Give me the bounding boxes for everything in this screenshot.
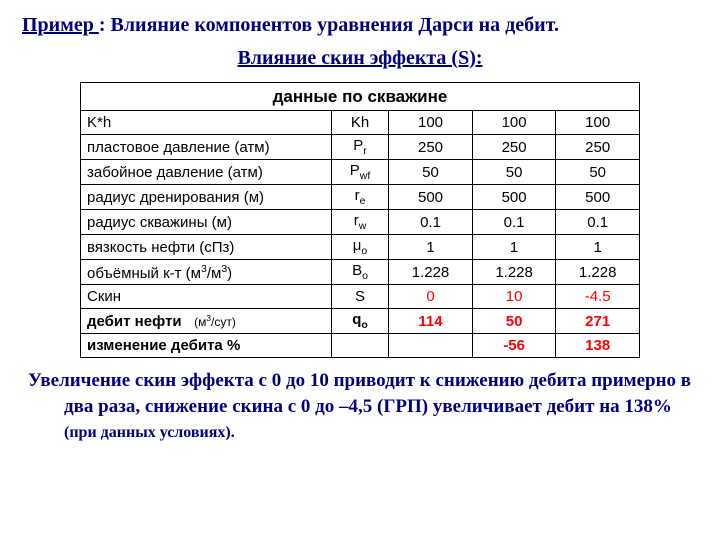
table-row: пластовое давление (атм)Pr250250250 — [81, 135, 640, 160]
row-label: изменение дебита % — [81, 334, 332, 358]
row-value: 50 — [389, 160, 473, 185]
row-value: 50 — [472, 309, 556, 334]
row-symbol: μo — [331, 235, 388, 260]
row-symbol: Pwf — [331, 160, 388, 185]
row-symbol: rw — [331, 210, 388, 235]
row-label: объёмный к-т (м3/м3) — [81, 260, 332, 285]
row-value: 0.1 — [472, 210, 556, 235]
title-example-label: Пример — [22, 14, 99, 36]
row-value: 50 — [472, 160, 556, 185]
row-symbol: re — [331, 185, 388, 210]
row-value: -4.5 — [556, 285, 640, 309]
table-row: объёмный к-т (м3/м3)Bo1.2281.2281.228 — [81, 260, 640, 285]
row-value: 271 — [556, 309, 640, 334]
row-value: 0.1 — [556, 210, 640, 235]
conclusion-tail: (при данных условиях). — [64, 424, 235, 441]
table-row: изменение дебита % -56138 — [81, 334, 640, 358]
row-symbol: Pr — [331, 135, 388, 160]
well-data-table: данные по скважине K*hKh100100100пластов… — [80, 82, 640, 358]
row-value: 500 — [472, 185, 556, 210]
row-value — [389, 334, 473, 358]
row-value: 50 — [556, 160, 640, 185]
row-label: Скин — [81, 285, 332, 309]
table-row: забойное давление (атм)Pwf505050 — [81, 160, 640, 185]
row-value: -56 — [472, 334, 556, 358]
conclusion-main: Увеличение скин эффекта с 0 до 10 привод… — [28, 370, 691, 417]
table-row: K*hKh100100100 — [81, 111, 640, 135]
row-label: K*h — [81, 111, 332, 135]
table-row: вязкость нефти (сПз)μo111 — [81, 235, 640, 260]
row-value: 0 — [389, 285, 473, 309]
row-value: 100 — [389, 111, 473, 135]
table-row: дебит нефти (м3/сут)qo11450271 — [81, 309, 640, 334]
row-value: 1.228 — [556, 260, 640, 285]
row-label: забойное давление (атм) — [81, 160, 332, 185]
row-value: 1 — [472, 235, 556, 260]
row-label: пластовое давление (атм) — [81, 135, 332, 160]
well-data-table-wrap: данные по скважине K*hKh100100100пластов… — [80, 82, 640, 358]
row-value: 1.228 — [389, 260, 473, 285]
page-title: Пример : Влияние компонентов уравнения Д… — [22, 14, 698, 37]
row-value: 250 — [556, 135, 640, 160]
row-label: дебит нефти (м3/сут) — [81, 309, 332, 334]
row-value: 500 — [389, 185, 473, 210]
title-rest: : Влияние компонентов уравнения Дарси на… — [99, 14, 559, 36]
table-body: K*hKh100100100пластовое давление (атм)Pr… — [81, 111, 640, 358]
table-row: радиус дренирования (м)re500500500 — [81, 185, 640, 210]
row-label: радиус дренирования (м) — [81, 185, 332, 210]
row-value: 114 — [389, 309, 473, 334]
row-symbol — [331, 334, 388, 358]
row-value: 0.1 — [389, 210, 473, 235]
row-symbol: qo — [331, 309, 388, 334]
row-value: 500 — [556, 185, 640, 210]
row-value: 250 — [389, 135, 473, 160]
table-row: радиус скважины (м)rw0.10.10.1 — [81, 210, 640, 235]
page-subtitle: Влияние скин эффекта (S): — [22, 47, 698, 70]
row-symbol: Bo — [331, 260, 388, 285]
row-label: вязкость нефти (сПз) — [81, 235, 332, 260]
table-header: данные по скважине — [81, 83, 640, 111]
row-value: 1.228 — [472, 260, 556, 285]
row-value: 138 — [556, 334, 640, 358]
row-symbol: Kh — [331, 111, 388, 135]
row-value: 100 — [472, 111, 556, 135]
row-label: радиус скважины (м) — [81, 210, 332, 235]
row-symbol: S — [331, 285, 388, 309]
row-value: 1 — [389, 235, 473, 260]
row-value: 100 — [556, 111, 640, 135]
row-value: 250 — [472, 135, 556, 160]
row-value: 10 — [472, 285, 556, 309]
row-value: 1 — [556, 235, 640, 260]
conclusion-text: Увеличение скин эффекта с 0 до 10 привод… — [58, 368, 698, 445]
table-row: СкинS010-4.5 — [81, 285, 640, 309]
